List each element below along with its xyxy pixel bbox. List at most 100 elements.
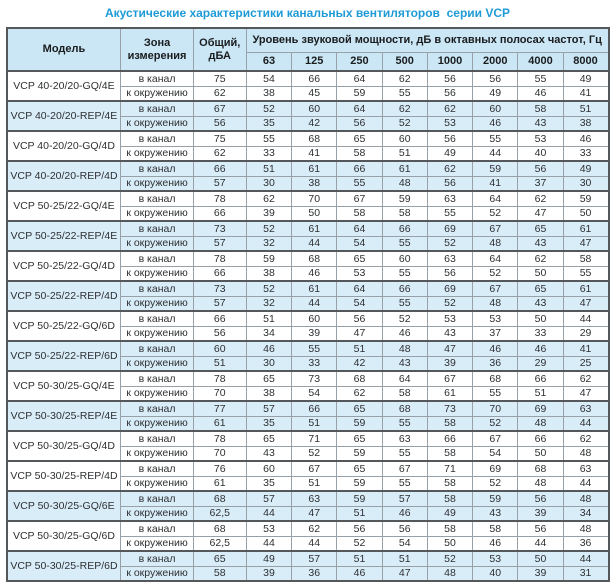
band-cell: 64 [381, 370, 428, 387]
zone-cell: к окружению [120, 475, 194, 492]
band-cell: 67 [472, 280, 519, 297]
band-cell: 67 [426, 370, 474, 387]
band-cell: 63 [426, 190, 474, 207]
band-cell: 33 [245, 145, 293, 162]
band-cell: 39 [517, 565, 564, 582]
total-cell: 78 [192, 250, 247, 267]
band-cell: 53 [245, 520, 293, 537]
band-cell: 66 [291, 70, 338, 87]
total-cell: 73 [192, 220, 247, 237]
band-cell: 59 [336, 415, 383, 432]
band-header-250: 250 [336, 52, 383, 72]
zone-cell: к окружению [120, 85, 194, 102]
band-cell: 39 [245, 205, 293, 222]
band-cell: 59 [381, 190, 428, 207]
band-cell: 60 [472, 100, 519, 117]
band-cell: 46 [472, 535, 519, 552]
model-cell: VCP 50-30/25-GQ/4E [5, 370, 122, 402]
band-cell: 49 [426, 145, 474, 162]
band-cell: 54 [291, 385, 338, 402]
zone-cell: в канал [120, 220, 194, 237]
band-cell: 51 [291, 415, 338, 432]
band-cell: 30 [562, 175, 610, 192]
total-cell: 76 [192, 460, 247, 477]
acoustic-table: Модель Зона измерения Общий, дБА Уровень… [5, 27, 610, 582]
band-cell: 33 [517, 325, 564, 342]
band-cell: 49 [562, 160, 610, 177]
band-cell: 29 [517, 355, 564, 372]
band-cell: 66 [517, 370, 564, 387]
band-cell: 57 [245, 400, 293, 417]
band-cell: 55 [381, 415, 428, 432]
band-cell: 46 [291, 265, 338, 282]
band-cell: 47 [562, 295, 610, 312]
model-cell: VCP 40-20/20-GQ/4E [5, 70, 122, 102]
band-cell: 56 [472, 70, 519, 87]
band-cell: 62 [562, 370, 610, 387]
band-cell: 44 [562, 550, 610, 567]
band-cell: 44 [562, 310, 610, 327]
band-cell: 59 [336, 490, 383, 507]
table-row: к окружению 51 30 33 42 43 39 36 29 25 [7, 355, 610, 372]
band-cell: 62 [245, 190, 293, 207]
zone-cell: к окружению [120, 265, 194, 282]
band-cell: 56 [426, 130, 474, 147]
zone-cell: в канал [120, 340, 194, 357]
table-row: VCP 50-30/25-REP/4E в канал 77 57 66 65 68 73 70… [5, 400, 610, 432]
zone-cell: к окружению [120, 535, 194, 552]
band-cell: 53 [517, 130, 564, 147]
band-cell: 38 [245, 385, 293, 402]
band-cell: 53 [426, 310, 474, 327]
total-cell: 68 [192, 490, 247, 507]
band-cell: 52 [381, 310, 428, 327]
band-cell: 43 [381, 355, 428, 372]
zone-cell: в канал [120, 430, 194, 447]
band-cell: 65 [245, 370, 293, 387]
zone-cell: в канал [120, 310, 194, 327]
zone-cell: к окружению [120, 505, 194, 522]
table-row: к окружению 57 32 44 54 55 52 48 43 47 [7, 235, 610, 252]
band-cell: 57 [245, 490, 293, 507]
zone-cell: в канал [120, 370, 194, 387]
band-cell: 52 [472, 415, 519, 432]
band-cell: 52 [245, 220, 293, 237]
band-cell: 46 [381, 505, 428, 522]
band-cell: 55 [562, 265, 610, 282]
band-cell: 66 [336, 160, 383, 177]
zone-cell: к окружению [120, 385, 194, 402]
band-cell: 58 [426, 445, 474, 462]
band-cell: 61 [562, 280, 610, 297]
band-cell: 55 [381, 445, 428, 462]
zone-cell: к окружению [120, 175, 194, 192]
table-row: к окружению 57 30 38 55 48 56 41 37 30 [7, 175, 610, 192]
band-cell: 64 [336, 280, 383, 297]
band-cell: 62 [381, 100, 428, 117]
zone-cell: к окружению [120, 325, 194, 342]
band-cell: 44 [291, 295, 338, 312]
zone-cell: в канал [120, 280, 194, 297]
total-cell: 70 [192, 445, 247, 462]
band-cell: 48 [562, 445, 610, 462]
table-row: VCP 50-30/25-REP/4D в канал 76 60 67 65 67 71 69… [5, 460, 610, 492]
band-cell: 30 [245, 175, 293, 192]
band-cell: 69 [426, 280, 474, 297]
band-cell: 44 [291, 235, 338, 252]
band-cell: 56 [426, 265, 474, 282]
band-cell: 51 [245, 310, 293, 327]
band-cell: 43 [517, 115, 564, 132]
band-cell: 48 [381, 340, 428, 357]
model-cell: VCP 50-30/25-GQ/4D [5, 430, 122, 462]
total-cell: 62 [192, 145, 247, 162]
band-cell: 35 [245, 475, 293, 492]
table-row: VCP 40-20/20-REP/4E в канал 67 52 60 64 62 62 60… [5, 100, 610, 132]
band-cell: 61 [291, 160, 338, 177]
band-cell: 35 [245, 115, 293, 132]
band-cell: 48 [517, 475, 564, 492]
band-cell: 58 [381, 385, 428, 402]
total-cell: 73 [192, 280, 247, 297]
band-cell: 69 [517, 400, 564, 417]
band-cell: 36 [472, 355, 519, 372]
band-header-63: 63 [245, 52, 293, 72]
model-cell: VCP 50-25/22-REP/6D [5, 340, 122, 372]
band-cell: 48 [562, 490, 610, 507]
